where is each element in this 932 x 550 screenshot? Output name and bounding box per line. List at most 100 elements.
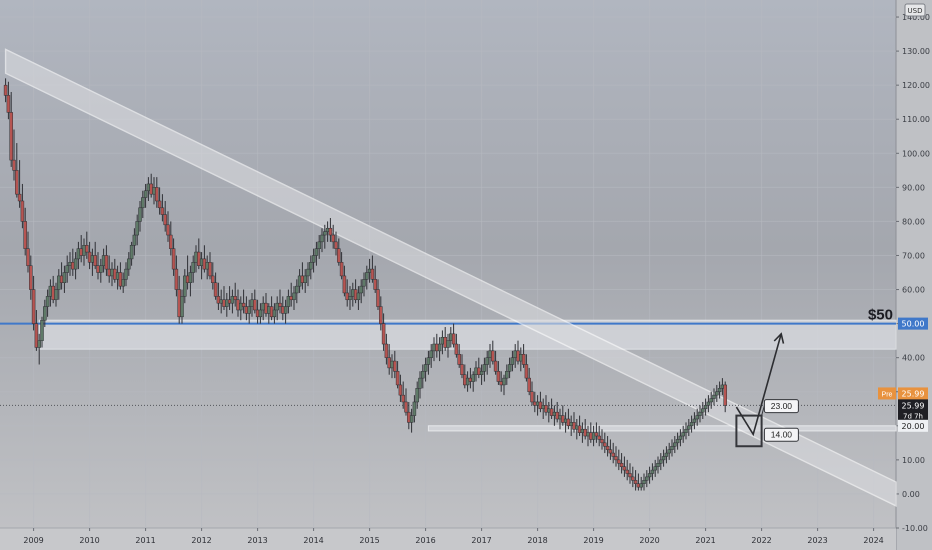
- price-axis-panel: [896, 0, 932, 550]
- candle-body: [155, 187, 159, 202]
- candle-body: [603, 442, 607, 447]
- candle-body: [169, 234, 173, 249]
- candle-body: [535, 401, 540, 406]
- last-price-text: 25.99: [902, 401, 925, 410]
- candle-body: [617, 459, 621, 464]
- candle-body: [54, 289, 58, 301]
- label-14-text: 14.00: [771, 430, 793, 440]
- candle-body: [286, 296, 291, 307]
- currency-label: USD: [908, 7, 923, 15]
- candle-body: [407, 411, 411, 423]
- y-tick-label: 40.00: [902, 354, 925, 363]
- candle-body: [437, 343, 442, 352]
- pre-price-text: 25.99: [902, 389, 925, 398]
- candle-body: [594, 432, 599, 437]
- candle-body: [180, 296, 184, 318]
- candle-body: [692, 418, 697, 423]
- candle-body: [258, 309, 263, 318]
- price-tag-20: [898, 419, 928, 432]
- candle-body: [320, 234, 324, 243]
- candle-body: [563, 418, 568, 423]
- candle-body: [597, 435, 601, 440]
- x-tick-label: 2021: [695, 536, 715, 545]
- candle-body: [303, 275, 307, 283]
- candle-body: [457, 354, 461, 365]
- candle-body: [171, 248, 176, 270]
- resistance-zone-50: [38, 319, 897, 350]
- candle-body: [521, 354, 526, 365]
- candle-body: [37, 340, 41, 348]
- candle-body: [600, 439, 604, 444]
- candle-body: [373, 279, 377, 290]
- candle-body: [15, 170, 19, 195]
- candle-body: [412, 401, 417, 416]
- candle-body: [379, 306, 383, 324]
- candle-body: [633, 480, 638, 484]
- candle-body: [510, 357, 515, 365]
- candle-body: [639, 483, 643, 488]
- candle-body: [608, 449, 613, 454]
- candle-body: [451, 333, 456, 345]
- candle-body: [233, 296, 237, 301]
- candle-body: [477, 367, 481, 375]
- candle-body: [104, 255, 109, 270]
- candles: [3, 78, 727, 491]
- candle-body: [446, 340, 450, 348]
- x-tick-label: 2011: [135, 536, 155, 545]
- candle-body: [309, 262, 313, 270]
- candle-body: [59, 275, 64, 283]
- trendline-band: [4, 48, 897, 507]
- candle-body: [342, 275, 347, 294]
- candle-body: [272, 309, 277, 318]
- x-tick-label: 2010: [79, 536, 99, 545]
- candle-body: [670, 445, 674, 450]
- candle-body: [524, 364, 529, 379]
- candle-body: [454, 343, 459, 355]
- price-tag-20-text: 20.00: [902, 422, 925, 431]
- candle-body: [127, 258, 131, 270]
- candle-body: [160, 207, 165, 215]
- x-tick-label: 2024: [863, 536, 883, 545]
- candle-body: [138, 207, 142, 222]
- candle-body: [449, 333, 453, 341]
- candle-body: [703, 405, 708, 410]
- price-tag-50: [898, 317, 928, 330]
- candle-body: [614, 456, 618, 461]
- candle-body: [241, 302, 246, 307]
- candle-body: [211, 275, 215, 283]
- candle-body: [642, 480, 646, 484]
- y-tick-label: -10.00: [902, 524, 928, 533]
- candle-body: [188, 272, 193, 283]
- candle-body: [384, 343, 389, 358]
- candle-body: [356, 292, 361, 301]
- candle-body: [281, 306, 285, 314]
- candle-body: [706, 401, 711, 406]
- candle-body: [409, 415, 414, 423]
- candle-body: [404, 401, 408, 413]
- pre-tag: [878, 387, 896, 400]
- target-box: [735, 414, 763, 448]
- candle-body: [331, 234, 335, 243]
- candle-body: [656, 463, 660, 467]
- candle-body: [253, 299, 257, 311]
- candle-body: [429, 350, 433, 358]
- candle-body: [684, 428, 688, 433]
- candle-body: [359, 285, 363, 294]
- x-tick-label: 2012: [191, 536, 211, 545]
- pre-price-tag: [898, 387, 928, 400]
- candle-body: [678, 435, 683, 440]
- candle-body: [698, 411, 702, 416]
- candle-body: [647, 473, 652, 478]
- candle-body: [423, 364, 428, 372]
- candle-body: [415, 388, 419, 403]
- x-tick-label: 2015: [359, 536, 379, 545]
- candle-body: [496, 371, 501, 382]
- x-tick-label: 2020: [639, 536, 659, 545]
- candle-body: [174, 268, 179, 290]
- candle-body: [17, 193, 22, 202]
- candle-body: [493, 360, 498, 372]
- x-tick-label: 2023: [807, 536, 827, 545]
- candle-body: [664, 452, 669, 457]
- price-tag-50-text: 50.00: [902, 320, 925, 329]
- candle-body: [675, 439, 680, 444]
